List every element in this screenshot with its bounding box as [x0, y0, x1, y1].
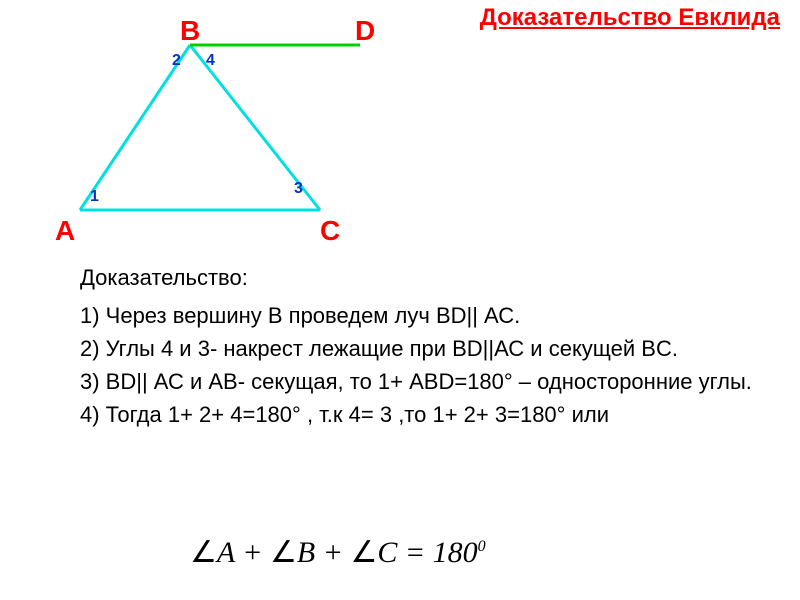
- term-C: C: [377, 536, 397, 569]
- angle-symbol: ∠: [270, 536, 297, 569]
- proof-step-4: 4) Тогда 1+ 2+ 4=180° , т.к 4= 3 ,то 1+ …: [80, 398, 760, 431]
- vertex-label-C: C: [320, 215, 340, 247]
- rhs-exponent: 0: [478, 538, 486, 555]
- term-B: B: [297, 536, 315, 569]
- term-A: A: [217, 536, 235, 569]
- vertex-label-A: A: [55, 215, 75, 247]
- proof-section: Доказательство: 1) Через вершину В прове…: [80, 265, 760, 431]
- angle-label-1: 1: [90, 188, 99, 206]
- angle-symbol: ∠: [350, 536, 377, 569]
- angle-label-2: 2: [172, 52, 181, 70]
- diagram-svg: [60, 20, 380, 240]
- proof-step-1: 1) Через вершину В проведем луч BD|| АС.: [80, 299, 760, 332]
- vertex-label-D: D: [355, 15, 375, 47]
- angle-label-4: 4: [206, 52, 215, 70]
- angle-label-3: 3: [294, 180, 303, 198]
- vertex-label-B: B: [180, 15, 200, 47]
- proof-heading: Доказательство:: [80, 265, 760, 291]
- rhs-value: 180: [433, 536, 478, 569]
- angle-symbol: ∠: [190, 536, 217, 569]
- proof-step-2: 2) Углы 4 и 3- накрест лежащие при BD||А…: [80, 332, 760, 365]
- page-title: Доказательство Евклида: [480, 4, 780, 32]
- triangle-diagram: A B C D 1 2 3 4: [60, 20, 380, 240]
- angle-sum-formula: ∠A + ∠B + ∠C = 1800: [190, 535, 486, 570]
- proof-step-3: 3) BD|| АС и АВ- секущая, то 1+ ABD=180°…: [80, 365, 760, 398]
